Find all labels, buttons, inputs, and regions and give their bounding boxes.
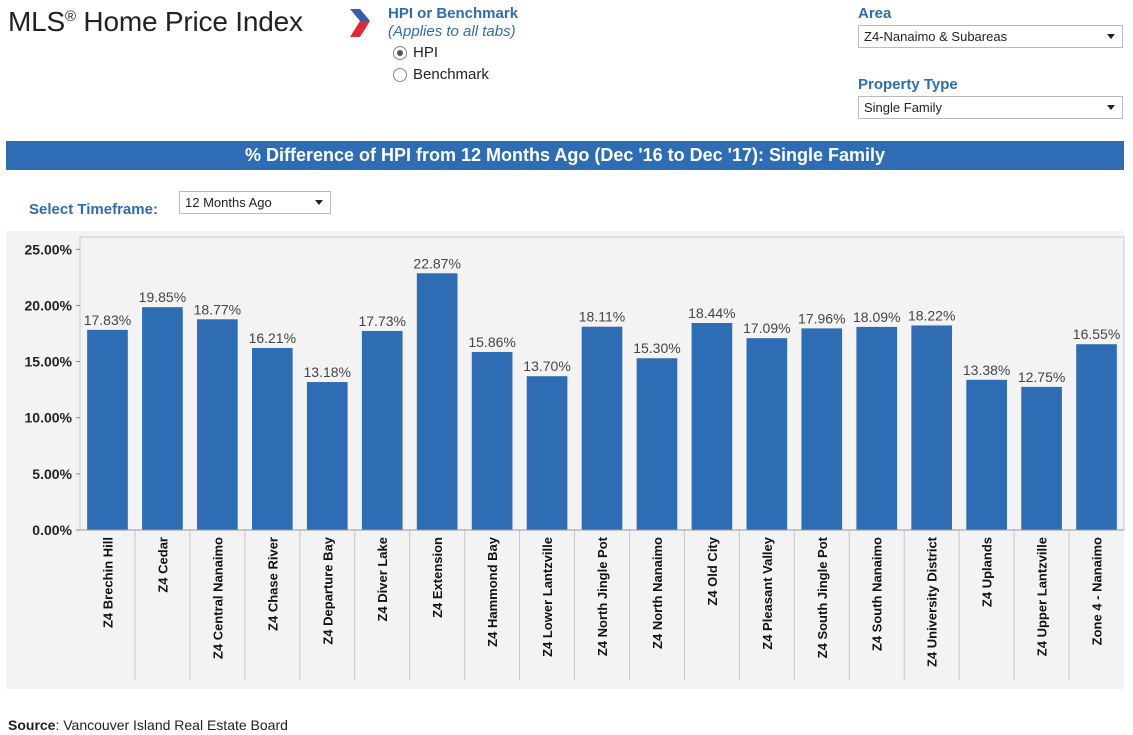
x-category-label: Z4 Cedar [155, 537, 170, 593]
chart-title-banner: % Difference of HPI from 12 Months Ago (… [6, 141, 1124, 170]
chevron-down-icon[interactable] [315, 200, 323, 205]
timeframe-select-value: 12 Months Ago [185, 195, 272, 210]
bar-value-label: 22.87% [413, 255, 460, 271]
y-tick-label: 20.00% [25, 297, 73, 313]
y-tick-label: 5.00% [32, 466, 72, 482]
bar-value-label: 18.22% [908, 307, 955, 323]
bar-value-label: 17.96% [798, 310, 845, 326]
mls-hpi-logo-text: MLS® Home Price Index [8, 6, 303, 37]
x-category-label: Z4 Lower Lantzville [540, 537, 555, 657]
area-select[interactable]: Z4-Nanaimo & Subareas [858, 25, 1123, 48]
x-category-label: Z4 South Jingle Pot [815, 536, 830, 658]
radio-unselected-icon[interactable] [393, 67, 407, 82]
radio-option-benchmark[interactable]: Benchmark [393, 66, 489, 83]
radio-label-benchmark: Benchmark [413, 66, 489, 83]
x-category-label: Z4 Pleasant Valley [760, 536, 775, 650]
x-category-label: Z4 Uplands [980, 537, 995, 607]
radio-option-hpi[interactable]: HPI [393, 44, 438, 61]
area-select-value: Z4-Nanaimo & Subareas [864, 29, 1008, 44]
bar-value-label: 19.85% [139, 289, 186, 305]
hpi-benchmark-heading: HPI or Benchmark [388, 5, 519, 22]
bar [966, 379, 1007, 530]
bar-value-label: 18.44% [688, 305, 735, 321]
x-category-label: Z4 Diver Lake [375, 537, 390, 622]
bar-value-label: 13.70% [523, 358, 570, 374]
chart-title: % Difference of HPI from 12 Months Ago (… [244, 145, 886, 165]
mls-logo-icon [350, 9, 370, 37]
x-category-label: Z4 Departure Bay [320, 536, 335, 644]
bar-value-label: 16.21% [249, 330, 296, 346]
x-category-label: Z4 Upper Lantzville [1035, 537, 1050, 656]
bar-value-label: 18.09% [853, 309, 900, 325]
bar-value-label: 16.55% [1073, 326, 1120, 342]
chevron-down-icon[interactable] [1107, 34, 1115, 39]
bar-value-label: 18.11% [579, 309, 625, 325]
chevron-down-icon[interactable] [1107, 105, 1115, 110]
bar [1076, 344, 1117, 530]
bar-value-label: 17.83% [84, 312, 131, 328]
bar [142, 307, 183, 530]
bar [361, 330, 403, 530]
radio-label-hpi: HPI [413, 44, 439, 61]
radio-selected-icon[interactable] [393, 45, 407, 60]
bar-value-label: 15.86% [468, 334, 515, 350]
y-tick-label: 25.00% [25, 241, 73, 257]
y-tick-label: 0.00% [32, 522, 72, 538]
x-category-label: Z4 South Nanaimo [870, 537, 885, 651]
bar [1021, 386, 1062, 530]
x-category-label: Z4 Central Nanaimo [210, 537, 225, 659]
bar-value-label: 13.18% [304, 364, 351, 380]
bar [197, 319, 238, 530]
bar [471, 351, 513, 530]
timeframe-label: Select Timeframe: [29, 201, 158, 218]
property-type-label: Property Type [858, 76, 958, 93]
bar-value-label: 17.09% [743, 320, 790, 336]
bar-value-label: 15.30% [633, 340, 680, 356]
bar [801, 328, 843, 530]
hpi-benchmark-subtitle: (Applies to all tabs) [388, 23, 516, 40]
source-note: Source: Vancouver Island Real Estate Boa… [8, 717, 288, 733]
bar [636, 358, 678, 530]
bar-value-label: 17.73% [358, 313, 405, 329]
x-category-label: Z4 Hammond Bay [485, 536, 500, 647]
y-tick-label: 15.00% [25, 354, 73, 370]
bar [691, 322, 733, 530]
bar [581, 326, 623, 530]
property-type-select[interactable]: Single Family [858, 96, 1123, 119]
bar-value-label: 12.75% [1018, 369, 1065, 385]
x-category-label: Z4 Chase River [265, 537, 280, 631]
x-category-label: Z4 Old City [705, 536, 720, 605]
y-tick-label: 10.00% [25, 410, 73, 426]
bar [87, 329, 128, 530]
x-category-label: Z4 Extension [430, 537, 445, 618]
bar [856, 326, 898, 530]
x-category-label: Z4 North Jingle Pot [595, 536, 610, 656]
bar [911, 325, 953, 530]
property-type-select-value: Single Family [864, 100, 943, 115]
bar-value-label: 18.77% [194, 301, 241, 317]
bar [526, 376, 568, 530]
bar [416, 273, 458, 530]
bar [306, 382, 348, 530]
bar [251, 348, 293, 530]
x-category-label: Z4 University District [925, 536, 940, 667]
x-category-label: Z4 Brechin Hill [100, 537, 115, 628]
area-label: Area [858, 5, 892, 22]
bar [746, 338, 788, 530]
x-category-label: Z4 North Nanaimo [650, 537, 665, 649]
bar-value-label: 13.38% [963, 362, 1010, 378]
timeframe-select[interactable]: 12 Months Ago [179, 191, 331, 214]
x-category-label: Zone 4 - Nanaimo [1090, 537, 1105, 645]
